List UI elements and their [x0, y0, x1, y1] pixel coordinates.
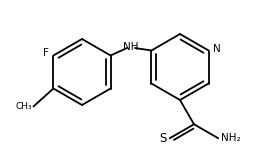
Text: NH: NH: [123, 42, 139, 52]
Text: N: N: [213, 43, 220, 53]
Text: S: S: [159, 132, 167, 145]
Text: CH₃: CH₃: [16, 102, 32, 111]
Text: F: F: [42, 48, 48, 58]
Text: NH₂: NH₂: [221, 133, 241, 143]
